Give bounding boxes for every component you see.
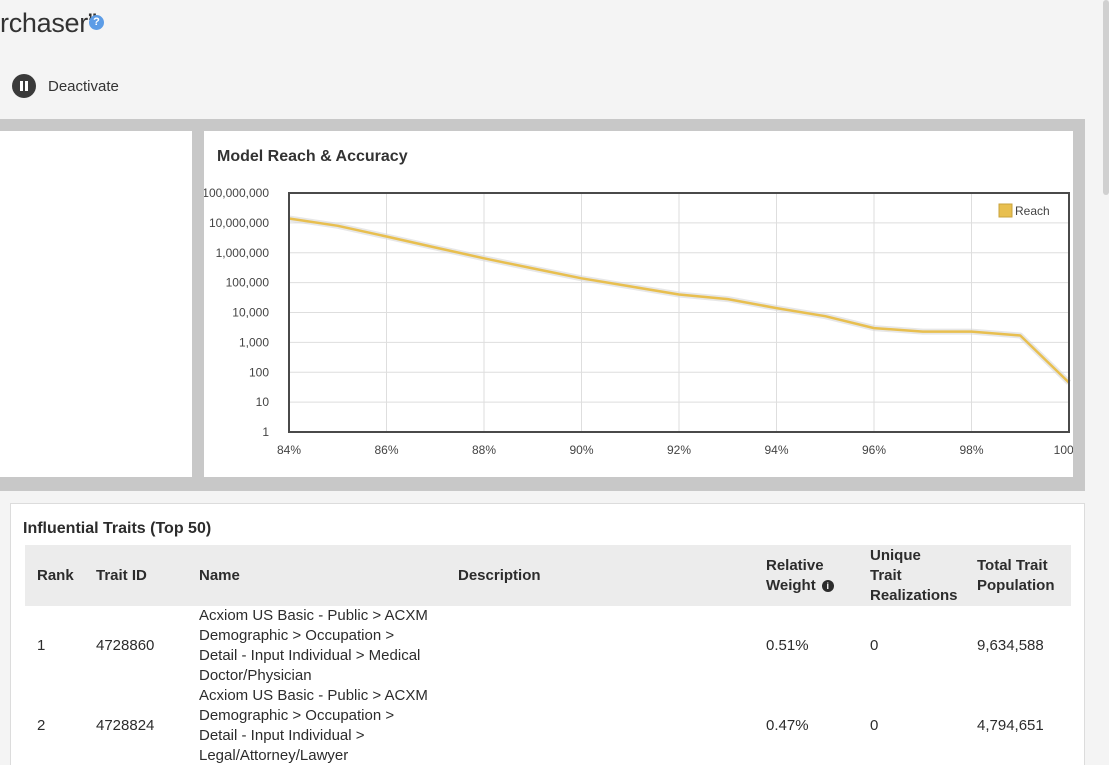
- unique-header-line2: Trait: [870, 566, 902, 584]
- page-title-text: rchaser”: [0, 8, 97, 38]
- info-icon[interactable]: i: [821, 579, 834, 592]
- y-tick-label: 10,000: [232, 306, 269, 320]
- y-tick-label: 1,000,000: [216, 246, 270, 260]
- cell-relative-weight: 0.47%: [766, 717, 809, 734]
- deactivate-label: Deactivate: [48, 77, 119, 95]
- weight-header-line1: Relative: [766, 556, 824, 574]
- cell-description: [446, 686, 754, 765]
- col-header-rank[interactable]: Rank: [25, 545, 84, 606]
- x-tick-label: 90%: [569, 443, 593, 457]
- deactivate-button[interactable]: Deactivate: [12, 74, 119, 98]
- name-line: Detail - Input Individual > Medical: [199, 647, 421, 664]
- x-tick-label: 94%: [764, 443, 788, 457]
- y-tick-label: 1: [262, 425, 269, 439]
- col-header-total-population[interactable]: Total Trait Population: [965, 545, 1071, 606]
- x-tick-label: 88%: [472, 443, 496, 457]
- y-tick-label: 100,000,000: [204, 186, 269, 200]
- table-row: 1 4728860 Acxiom US Basic - Public > ACX…: [25, 606, 1071, 686]
- table-row: 2 4728824 Acxiom US Basic - Public > ACX…: [25, 686, 1071, 765]
- cell-trait-id-link[interactable]: 4728824: [96, 717, 155, 734]
- influential-traits-card: Influential Traits (Top 50) Rank Trait I…: [10, 503, 1085, 765]
- legend-swatch: [998, 203, 1013, 218]
- legend-label: Reach: [1015, 204, 1050, 218]
- col-header-name[interactable]: Name: [187, 545, 446, 606]
- total-header-line2: Population: [977, 576, 1055, 594]
- page-scrollbar[interactable]: [1103, 0, 1109, 195]
- x-tick-label: 98%: [959, 443, 983, 457]
- cell-unique-realizations: 0: [870, 637, 879, 654]
- cell-rank: 2: [37, 717, 46, 734]
- y-tick-label: 10,000,000: [209, 216, 269, 230]
- plot-frame: [288, 192, 1070, 433]
- x-tick-label: 92%: [667, 443, 691, 457]
- total-header-line1: Total Trait: [977, 556, 1048, 574]
- cell-description: [446, 606, 754, 686]
- x-tick-label: 96%: [862, 443, 886, 457]
- x-tick-label: 84%: [277, 443, 301, 457]
- unique-header-line1: Unique: [870, 546, 921, 564]
- name-line: Demographic > Occupation >: [199, 707, 395, 724]
- reach-accuracy-chart: 84% 86% 88% 90% 92% 94% 96% 98% 100% 100,000,000 1…: [204, 186, 1073, 457]
- chart-section: 84% 86% 88% 90% 92% 94% 96% 98% 100% 100,000,000 1…: [0, 119, 1085, 491]
- traits-table: Rank Trait ID Name Description Relative …: [25, 545, 1071, 765]
- pause-icon: [12, 74, 36, 98]
- name-line: Doctor/Physician: [199, 667, 312, 684]
- cell-relative-weight: 0.51%: [766, 637, 809, 654]
- cell-total-population: 4,794,651: [977, 717, 1044, 734]
- cell-rank: 1: [37, 637, 46, 654]
- y-tick-label: 10: [256, 395, 270, 409]
- model-reach-chart-panel: 84% 86% 88% 90% 92% 94% 96% 98% 100% 100,000,000 1…: [204, 131, 1073, 477]
- y-tick-label: 1,000: [239, 335, 269, 349]
- left-summary-panel: [0, 131, 192, 477]
- name-line: Acxiom US Basic - Public > ACXM: [199, 607, 428, 624]
- cell-unique-realizations: 0: [870, 717, 879, 734]
- col-header-trait-id[interactable]: Trait ID: [84, 545, 187, 606]
- name-line: Detail - Input Individual >: [199, 727, 365, 744]
- y-tick-label: 100: [249, 365, 269, 379]
- unique-header-line3: Realizations: [870, 586, 958, 604]
- x-tick-label: 86%: [374, 443, 398, 457]
- question-icon[interactable]: ?: [89, 15, 104, 30]
- reach-series-line: [288, 217, 1070, 384]
- cell-trait-id-link[interactable]: 4728860: [96, 637, 155, 654]
- name-line: Acxiom US Basic - Public > ACXM: [199, 687, 428, 704]
- cell-trait-name-link[interactable]: Acxiom US Basic - Public > ACXM Demograp…: [187, 606, 446, 686]
- col-header-unique-realizations[interactable]: Unique Trait Realizations: [858, 545, 965, 606]
- name-line: Legal/Attorney/Lawyer: [199, 747, 349, 764]
- table-header-row: Rank Trait ID Name Description Relative …: [25, 545, 1071, 606]
- traits-title: Influential Traits (Top 50): [23, 520, 212, 537]
- name-line: Demographic > Occupation >: [199, 627, 395, 644]
- col-header-description[interactable]: Description: [446, 545, 754, 606]
- cell-total-population: 9,634,588: [977, 637, 1044, 654]
- chart-title: Model Reach & Accuracy: [217, 148, 408, 165]
- weight-header-line2: Weight: [766, 576, 816, 594]
- y-tick-label: 100,000: [226, 276, 270, 290]
- cell-trait-name-link[interactable]: Acxiom US Basic - Public > ACXM Demograp…: [187, 686, 446, 765]
- x-tick-label: 100%: [1054, 443, 1073, 457]
- col-header-relative-weight[interactable]: Relative Weight i: [754, 545, 858, 606]
